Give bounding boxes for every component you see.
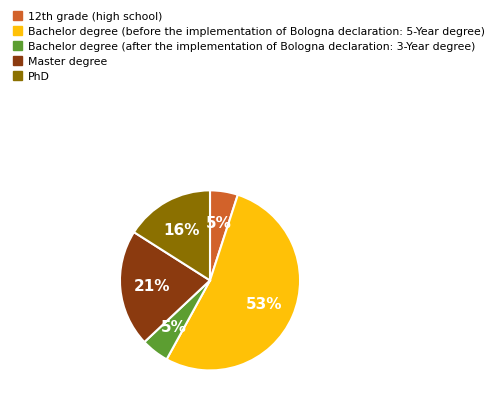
Wedge shape bbox=[144, 281, 210, 359]
Text: 53%: 53% bbox=[246, 296, 282, 311]
Legend: 12th grade (high school), Bachelor degree (before the implementation of Bologna : 12th grade (high school), Bachelor degre… bbox=[10, 9, 487, 84]
Wedge shape bbox=[166, 195, 300, 371]
Text: 5%: 5% bbox=[206, 216, 232, 231]
Wedge shape bbox=[210, 191, 238, 281]
Text: 21%: 21% bbox=[134, 279, 170, 294]
Wedge shape bbox=[120, 233, 210, 342]
Text: 16%: 16% bbox=[164, 222, 200, 237]
Text: 5%: 5% bbox=[161, 319, 187, 334]
Wedge shape bbox=[134, 191, 210, 281]
